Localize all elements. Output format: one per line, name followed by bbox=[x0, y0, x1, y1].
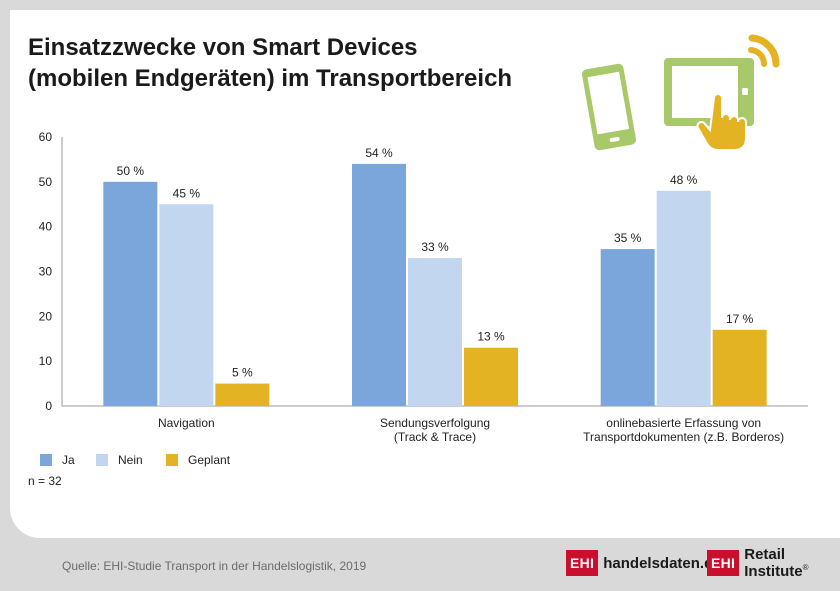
registered-mark: ® bbox=[802, 563, 809, 572]
bar-nein bbox=[159, 204, 214, 406]
data-label: 50 % bbox=[117, 164, 145, 178]
smartphone-icon bbox=[581, 63, 637, 151]
category-label: Sendungsverfolgung bbox=[380, 416, 490, 430]
bar-nein bbox=[408, 258, 462, 406]
bar-geplant bbox=[215, 383, 270, 406]
legend-label-nein: Nein bbox=[118, 453, 143, 467]
y-tick-label: 50 bbox=[39, 175, 53, 189]
category-label: onlinebasierte Erfassung von bbox=[606, 416, 761, 430]
legend-swatch-nein bbox=[96, 454, 108, 466]
data-label: 33 % bbox=[421, 240, 449, 254]
legend-swatch-geplant bbox=[166, 454, 178, 466]
logo-badge-2: EHI bbox=[707, 550, 740, 576]
bars bbox=[103, 163, 767, 406]
data-label: 5 % bbox=[232, 366, 253, 380]
bar-geplant bbox=[464, 347, 518, 406]
legend-swatch-ja bbox=[40, 454, 52, 466]
y-tick-label: 20 bbox=[39, 309, 53, 323]
category-label: Transportdokumenten (z.B. Borderos) bbox=[583, 430, 784, 444]
y-tick-label: 10 bbox=[39, 354, 53, 368]
bar-ja bbox=[600, 249, 655, 406]
data-label: 13 % bbox=[477, 330, 505, 344]
y-tick-label: 0 bbox=[45, 399, 52, 413]
category-label: (Track & Trace) bbox=[394, 430, 476, 444]
legend-item-nein: Nein bbox=[96, 452, 143, 468]
title-line-2: (mobilen Endgeräten) im Transportbereich bbox=[28, 65, 513, 92]
tablet-touch-icon bbox=[664, 34, 780, 151]
bar-ja bbox=[103, 181, 158, 406]
legend-item-geplant: Geplant bbox=[166, 452, 230, 468]
data-label: 48 % bbox=[670, 173, 698, 187]
legend-label-geplant: Geplant bbox=[188, 453, 231, 467]
y-tick-label: 30 bbox=[39, 265, 53, 279]
page-title: Einsatzzwecke von Smart Devices (mobilen… bbox=[28, 32, 568, 94]
bar-geplant bbox=[712, 329, 767, 406]
y-tick-label: 60 bbox=[39, 130, 53, 144]
bar-nein bbox=[656, 190, 711, 406]
logo-text-1: handelsdaten.de bbox=[603, 554, 722, 572]
logo-badge-1: EHI bbox=[566, 550, 599, 576]
bar-ja bbox=[352, 163, 406, 406]
title-line-1: Einsatzzwecke von Smart Devices bbox=[28, 34, 418, 61]
data-label: 35 % bbox=[614, 231, 642, 245]
data-labels: 50 % 45 % 5 % 54 % 33 % 13 % 35 % 48 % 17 % bbox=[117, 146, 754, 380]
logo-text-2: Retail Institute® bbox=[744, 546, 840, 580]
source-note: Quelle: EHI-Studie Transport in der Hand… bbox=[62, 559, 367, 573]
x-axis-labels: Navigation Sendungsverfolgung(Track & Tra… bbox=[158, 416, 784, 444]
y-tick-label: 40 bbox=[39, 220, 53, 234]
data-label: 45 % bbox=[173, 186, 201, 200]
sample-size: n = 32 bbox=[28, 474, 62, 488]
legend-item-ja: Ja bbox=[40, 452, 75, 468]
data-label: 54 % bbox=[365, 146, 393, 160]
logo-handelsdaten: EHI handelsdaten.de bbox=[566, 550, 722, 576]
logo-retail-institute: EHI Retail Institute® bbox=[707, 546, 840, 580]
category-label: Navigation bbox=[158, 416, 215, 430]
logo-text-2-main: Retail Institute bbox=[744, 546, 803, 580]
legend-label-ja: Ja bbox=[62, 453, 75, 467]
data-label: 17 % bbox=[726, 312, 754, 326]
